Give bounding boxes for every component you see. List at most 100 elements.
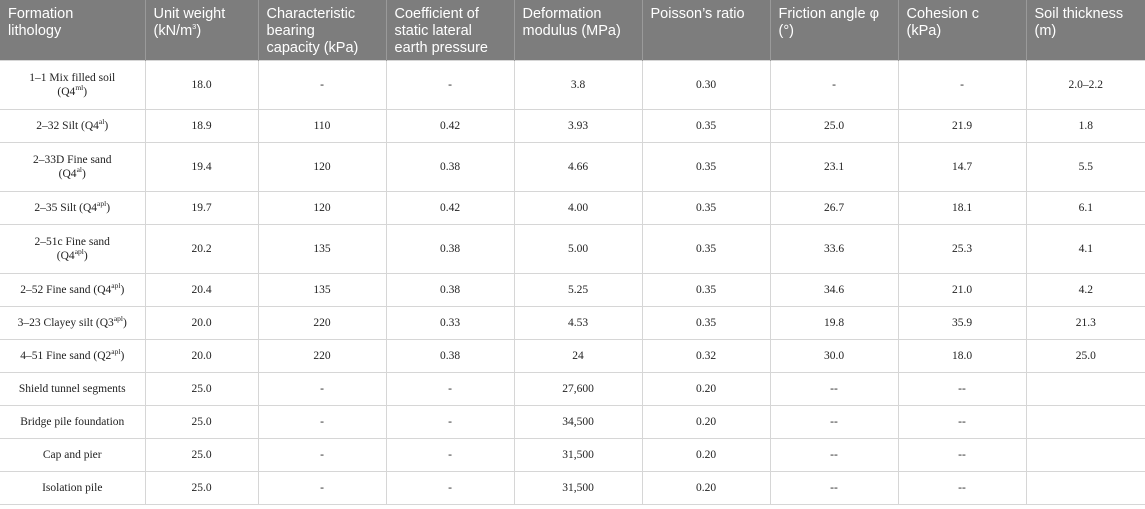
table-cell: 25.0: [144, 470, 259, 505]
formation-name-suffix: ): [106, 201, 111, 214]
table-cell: 0.20: [641, 404, 771, 439]
header-text-line: Coefficient of: [394, 6, 479, 22]
table-cell: 20.4: [144, 272, 259, 307]
table-cell: 0.35: [641, 190, 771, 225]
formation-name: (Q4: [57, 85, 76, 98]
formation-name: 1–1 Mix filled soil: [29, 71, 116, 84]
formation-name-suffix: ): [122, 316, 127, 329]
header-text-line: lithology: [8, 23, 62, 39]
table-cell: 20.2: [144, 223, 259, 274]
table-cell: 6.1: [1025, 190, 1145, 225]
table-cell: 31,500: [513, 470, 643, 505]
formation-cell: 2–35 Silt (Q4apl): [0, 190, 146, 225]
table-cell: --: [897, 404, 1027, 439]
table-cell: 0.20: [641, 371, 771, 406]
header-text-line: (°): [778, 23, 794, 39]
table-cell: -: [257, 437, 387, 472]
table-cell: 18.0: [144, 59, 259, 110]
table-cell: 0.35: [641, 223, 771, 274]
table-cell: 31,500: [513, 437, 643, 472]
table-cell: 19.4: [144, 141, 259, 192]
table-cell: 20.0: [144, 338, 259, 373]
table-cell: --: [897, 470, 1027, 505]
formation-cell: 2–33D Fine sand (Q4al): [0, 141, 146, 192]
table-cell: 25.0: [144, 404, 259, 439]
header-text-line: bearing: [266, 23, 315, 39]
formation-cell: 1–1 Mix filled soil (Q4ml): [0, 59, 146, 110]
table-row: 2–33D Fine sand (Q4al) 19.4 120 0.38 4.66 0.35…: [0, 141, 1145, 192]
column-header: Cohesion c (kPa): [898, 0, 1027, 60]
formation-superscript: apl: [74, 246, 84, 256]
table-cell: 0.38: [385, 338, 515, 373]
formation-superscript: apl: [111, 346, 121, 356]
table-cell: 1.8: [1025, 108, 1145, 143]
column-header: Poisson’s ratio: [642, 0, 771, 60]
formation-cell: 4–51 Fine sand (Q2apl): [0, 338, 146, 373]
table-cell: 23.1: [769, 141, 899, 192]
table-row: Shield tunnel segments 25.0- -27,600 0.20 --…: [0, 371, 1145, 406]
header-text-line: Deformation: [522, 6, 602, 22]
table-cell: 34.6: [769, 272, 899, 307]
table-cell: 4.1: [1025, 223, 1145, 274]
table-cell: 18.0: [897, 338, 1027, 373]
table-cell: --: [769, 404, 899, 439]
header-text-suffix: ): [196, 23, 202, 39]
table-row: 1–1 Mix filled soil (Q4ml) 18.0- -3.8 0.30- -…: [0, 59, 1145, 110]
formation-cell: Isolation pile: [0, 470, 146, 505]
table-cell: 21.9: [897, 108, 1027, 143]
table-cell: 110: [257, 108, 387, 143]
table-cell: 25.0: [769, 108, 899, 143]
header-text-line: (kPa): [906, 23, 942, 39]
table-cell: 120: [257, 141, 387, 192]
header-superscript: 3: [192, 22, 197, 32]
formation-superscript: apl: [111, 280, 121, 290]
formation-name: 2–35 Silt (Q4: [34, 201, 98, 214]
formation-name: 3–23 Clayey silt (Q3: [17, 316, 114, 329]
table-row: Isolation pile 25.0- -31,500 0.20 -- --: [0, 470, 1145, 505]
table-cell: 0.35: [641, 108, 771, 143]
table-cell: 35.9: [897, 305, 1027, 340]
table-cell: 25.0: [1025, 338, 1145, 373]
table-cell: --: [769, 470, 899, 505]
table-cell: 135: [257, 223, 387, 274]
formation-name: Cap and pier: [42, 448, 102, 461]
column-header: Characteristic bearing capacity (kPa): [258, 0, 387, 60]
table-cell: --: [769, 437, 899, 472]
formation-name: (Q4: [56, 249, 75, 262]
table-body: 1–1 Mix filled soil (Q4ml) 18.0- -3.8 0.30- -…: [0, 59, 1145, 505]
table-cell: -: [769, 59, 899, 110]
header-text-line: static lateral: [394, 23, 472, 39]
table-cell: 19.7: [144, 190, 259, 225]
table-cell: 25.0: [144, 371, 259, 406]
header-text-line: Characteristic: [266, 6, 356, 22]
table-cell: 2.0–2.2: [1025, 59, 1145, 110]
table-cell: [1025, 437, 1145, 472]
column-header: Coefficient of static lateral earth pressu…: [386, 0, 515, 60]
formation-cell: 2–52 Fine sand (Q4apl): [0, 272, 146, 307]
table-cell: -: [385, 470, 515, 505]
formation-name-suffix: ): [120, 283, 125, 296]
table-cell: 5.5: [1025, 141, 1145, 192]
table-row: Cap and pier 25.0- -31,500 0.20 -- --: [0, 437, 1145, 472]
table-header: Formation lithology Unit weight (kN/m3) Char…: [0, 0, 1145, 60]
table-cell: 21.0: [897, 272, 1027, 307]
table-cell: --: [769, 371, 899, 406]
table-cell: [1025, 404, 1145, 439]
table-cell: 4.2: [1025, 272, 1145, 307]
table-row: 2–35 Silt (Q4apl) 19.7 120 0.42 4.00 0.35 26.7…: [0, 190, 1145, 225]
formation-name: 2–51c Fine sand: [34, 235, 110, 248]
table-cell: 0.35: [641, 272, 771, 307]
table-cell: 135: [257, 272, 387, 307]
table-row: 3–23 Clayey silt (Q3apl) 20.0 220 0.33 4.53 0…: [0, 305, 1145, 340]
header-text-line: (m): [1034, 23, 1057, 39]
header-text-line: capacity (kPa): [266, 40, 359, 56]
table-cell: 0.38: [385, 272, 515, 307]
header-text-line: modulus (MPa): [522, 23, 621, 39]
table-cell: 0.42: [385, 190, 515, 225]
table-row: 4–51 Fine sand (Q2apl) 20.0 220 0.38 24 0.32 3…: [0, 338, 1145, 373]
table-cell: 0.38: [385, 141, 515, 192]
formation-name: 2–32 Silt (Q4: [36, 119, 99, 132]
formation-cell: Cap and pier: [0, 437, 146, 472]
table-cell: 34,500: [513, 404, 643, 439]
table-cell: [1025, 470, 1145, 505]
